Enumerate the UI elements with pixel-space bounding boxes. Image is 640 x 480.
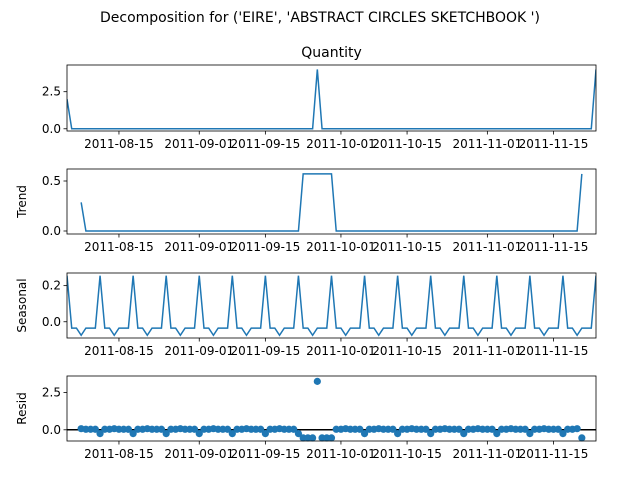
x-tick-label: 2011-11-01 xyxy=(452,344,522,358)
resid-point xyxy=(360,430,369,438)
resid-ylabel: Resid xyxy=(15,392,29,424)
resid-point xyxy=(573,425,581,433)
seasonal-ylabel: Seasonal xyxy=(15,278,29,332)
resid-point xyxy=(309,434,317,442)
x-tick-label: 2011-11-15 xyxy=(519,240,589,254)
x-tick-label: 2011-09-01 xyxy=(164,137,234,151)
resid-point xyxy=(96,430,104,438)
x-tick-label: 2011-10-15 xyxy=(372,447,442,461)
x-tick-label: 2011-08-15 xyxy=(84,240,154,254)
x-tick-label: 2011-11-01 xyxy=(452,137,522,151)
resid-point xyxy=(257,425,265,433)
resid-point xyxy=(422,425,430,433)
resid-point xyxy=(190,425,199,433)
x-tick-label: 2011-10-01 xyxy=(306,137,376,151)
x-tick-label: 2011-09-15 xyxy=(231,344,301,358)
x-tick-label: 2011-09-15 xyxy=(231,137,301,151)
resid-point xyxy=(460,430,468,438)
resid-point xyxy=(228,430,236,438)
resid-point xyxy=(578,434,586,442)
x-tick-label: 2011-09-01 xyxy=(164,344,234,358)
resid-point xyxy=(162,430,170,438)
resid-point xyxy=(294,430,303,438)
resid-point xyxy=(356,425,364,433)
resid-point xyxy=(554,425,562,433)
x-tick-label: 2011-10-15 xyxy=(372,344,442,358)
x-tick-label: 2011-08-15 xyxy=(84,137,154,151)
x-tick-label: 2011-10-01 xyxy=(306,447,376,461)
resid-point xyxy=(488,425,496,433)
x-tick-label: 2011-08-15 xyxy=(84,447,154,461)
y-tick-label: 0.0 xyxy=(42,315,61,329)
resid-point xyxy=(559,430,567,438)
resid-axes-frame xyxy=(66,375,597,442)
x-tick-label: 2011-10-01 xyxy=(306,240,376,254)
observed-axes-frame xyxy=(66,64,597,132)
x-tick-label: 2011-09-01 xyxy=(164,447,234,461)
resid-point xyxy=(313,377,321,385)
x-tick-label: 2011-09-01 xyxy=(164,240,234,254)
trend-axes-frame xyxy=(66,168,597,235)
x-tick-label: 2011-11-15 xyxy=(519,447,589,461)
resid-point xyxy=(91,425,99,433)
resid-point xyxy=(327,434,336,442)
x-tick-label: 2011-10-01 xyxy=(306,344,376,358)
x-tick-label: 2011-11-01 xyxy=(452,240,522,254)
x-tick-label: 2011-09-15 xyxy=(231,240,301,254)
observed-series-line xyxy=(67,69,596,130)
seasonal-series-line xyxy=(67,275,596,337)
resid-point xyxy=(195,430,203,438)
resid-point xyxy=(290,425,298,433)
y-tick-label: 0.5 xyxy=(42,174,61,188)
resid-point xyxy=(223,425,232,433)
resid-point xyxy=(389,425,397,433)
y-tick-label: 2.5 xyxy=(42,385,61,399)
resid-point xyxy=(261,430,269,438)
x-tick-label: 2011-10-15 xyxy=(372,137,442,151)
trend-series-line xyxy=(80,173,583,232)
resid-point xyxy=(427,430,435,438)
resid-point xyxy=(455,425,463,433)
seasonal-axes-frame xyxy=(66,272,597,339)
x-tick-label: 2011-10-15 xyxy=(372,240,442,254)
y-tick-label: 0.2 xyxy=(42,279,61,293)
y-tick-label: 0.0 xyxy=(42,122,61,136)
resid-point xyxy=(129,430,137,438)
resid-point xyxy=(124,425,132,433)
y-tick-label: 0.0 xyxy=(42,423,61,437)
x-tick-label: 2011-08-15 xyxy=(84,344,154,358)
resid-point xyxy=(394,430,402,438)
figure-suptitle: Decomposition for ('EIRE', 'ABSTRACT CIR… xyxy=(100,10,540,26)
trend-ylabel: Trend xyxy=(15,185,29,219)
y-tick-label: 2.5 xyxy=(42,85,61,99)
x-tick-label: 2011-11-15 xyxy=(519,344,589,358)
resid-point xyxy=(493,430,501,438)
resid-point xyxy=(157,425,166,433)
x-tick-label: 2011-11-15 xyxy=(519,137,589,151)
observed-panel-title: Quantity xyxy=(301,45,362,61)
y-tick-label: 0.0 xyxy=(42,224,61,238)
resid-point xyxy=(521,425,529,433)
x-tick-label: 2011-11-01 xyxy=(452,447,522,461)
x-tick-label: 2011-09-15 xyxy=(231,447,301,461)
resid-point xyxy=(526,430,534,438)
